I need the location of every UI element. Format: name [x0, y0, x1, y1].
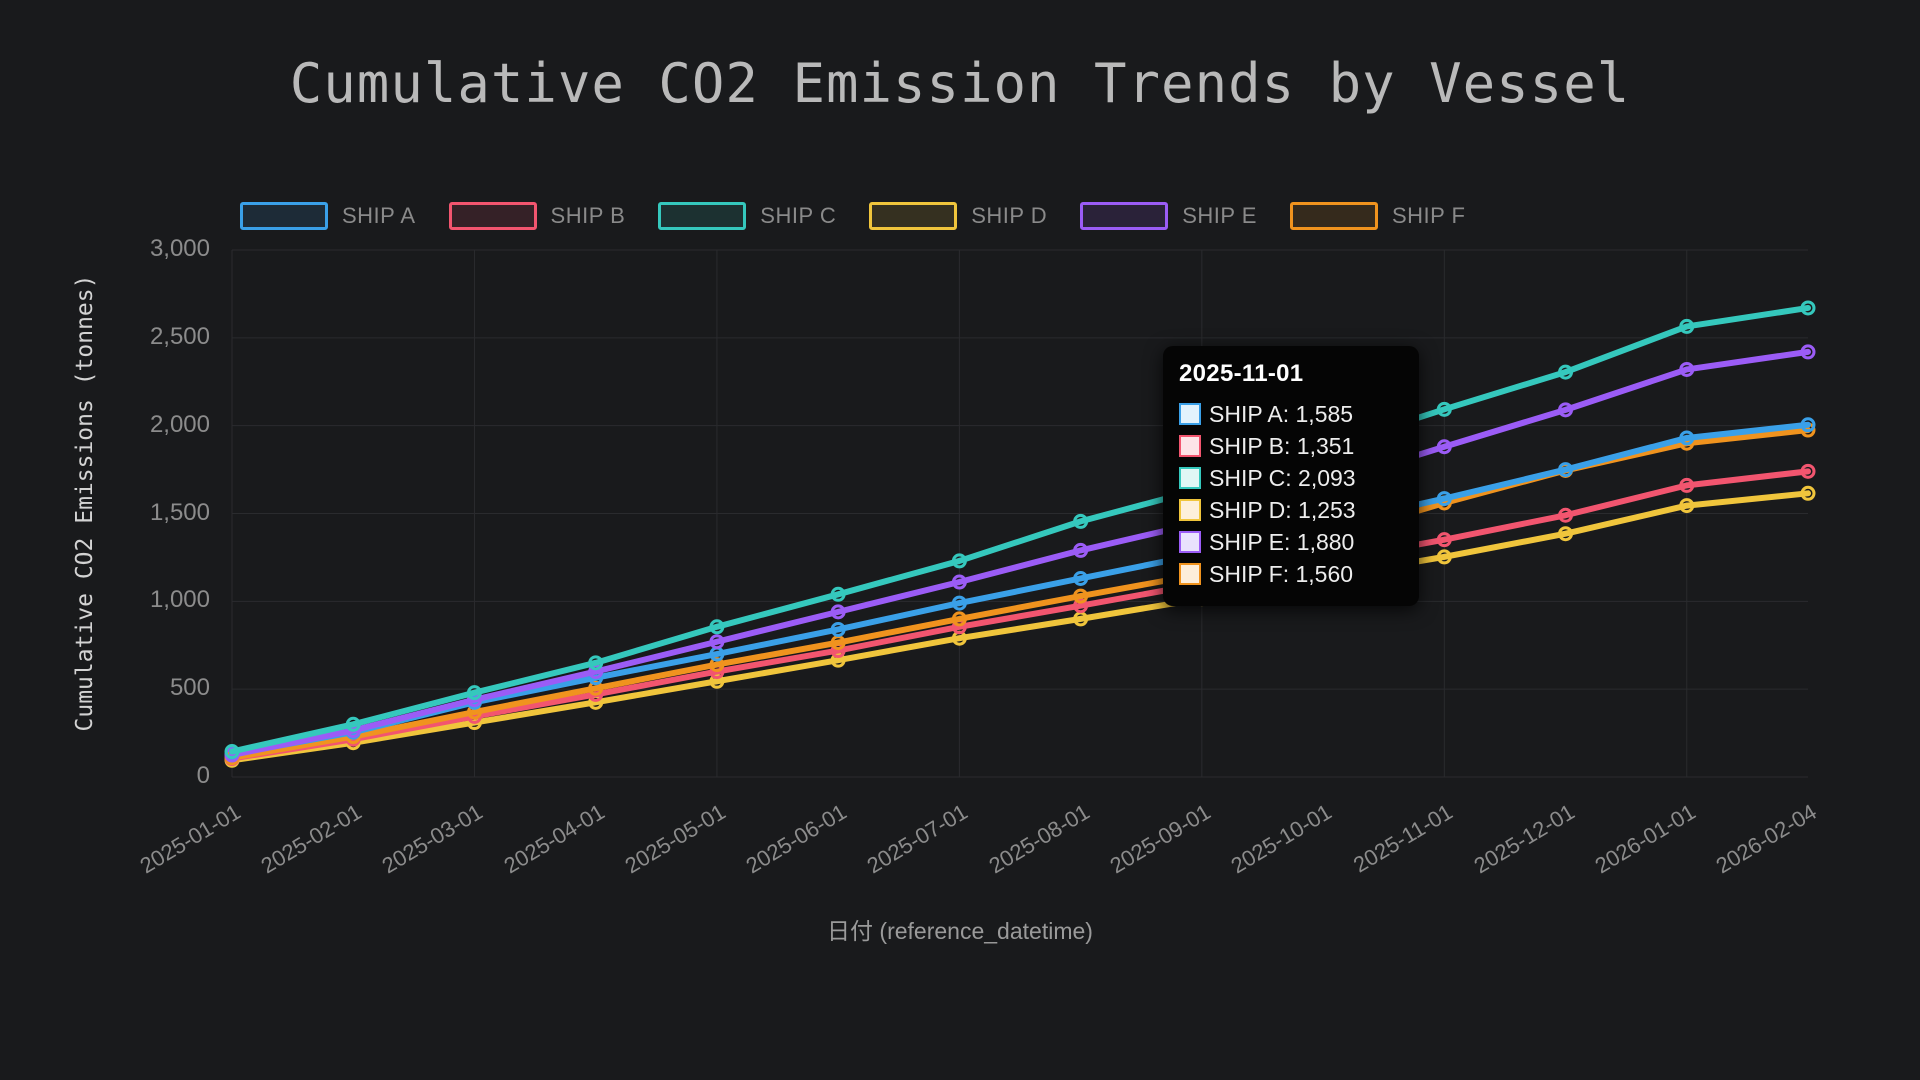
legend-item-label: SHIP F [1391, 203, 1466, 228]
legend-item-label: SHIP E [1182, 203, 1257, 228]
tooltip-swatch-icon [1179, 403, 1201, 425]
legend-item-ship-a[interactable]: SHIP A [240, 202, 416, 230]
data-point-marker[interactable] [1558, 507, 1574, 523]
data-point-marker[interactable] [466, 685, 482, 701]
legend-item-label: SHIP C [760, 203, 837, 228]
data-point-marker[interactable] [1436, 549, 1452, 565]
tooltip-row: SHIP E: 1,880 [1179, 526, 1403, 558]
series-ship-f [224, 422, 1816, 766]
tooltip-rows: SHIP A: 1,585 SHIP B: 1,351 SHIP C: 2,093 S… [1179, 398, 1403, 590]
legend-item-label: SHIP B [550, 203, 626, 228]
legend-item-ship-e[interactable]: SHIP E [1080, 202, 1257, 230]
data-point-marker[interactable] [1800, 300, 1816, 316]
data-point-marker[interactable] [1558, 364, 1574, 380]
data-point-marker[interactable] [1073, 513, 1089, 529]
tooltip-row-label: SHIP E: 1,880 [1209, 528, 1355, 555]
data-point-marker[interactable] [830, 586, 846, 602]
tooltip-row: SHIP F: 1,560 [1179, 558, 1403, 590]
grid-lines [231, 249, 1808, 778]
data-point-marker[interactable] [709, 673, 725, 689]
data-point-marker[interactable] [1679, 477, 1695, 493]
y-tick-label: 0 [196, 762, 210, 789]
legend-item-ship-f[interactable]: SHIP F [1289, 202, 1466, 230]
data-point-marker[interactable] [1558, 462, 1574, 478]
data-point-marker[interactable] [951, 574, 967, 590]
y-tick-label: 1,500 [149, 498, 210, 526]
data-point-marker[interactable] [345, 716, 361, 732]
page-title: Cumulative CO2 Emission Trends by Vessel [289, 52, 1631, 115]
data-point-marker[interactable] [1436, 491, 1452, 507]
tooltip-row-label: SHIP D: 1,253 [1209, 496, 1356, 523]
tooltip-title: 2025-11-01 [1179, 360, 1304, 387]
data-point-marker[interactable] [224, 744, 240, 760]
data-point-marker[interactable] [1558, 526, 1574, 542]
data-point-marker[interactable] [1679, 430, 1695, 446]
data-point-marker[interactable] [1436, 401, 1452, 417]
tooltip-row-label: SHIP C: 2,093 [1209, 464, 1356, 491]
tooltip-swatch-icon [1179, 467, 1201, 489]
y-tick-label: 1,000 [149, 586, 210, 614]
data-point-marker[interactable] [1073, 588, 1089, 604]
y-tick-label: 3,000 [149, 235, 210, 262]
data-point-marker[interactable] [1679, 498, 1695, 514]
data-point-marker[interactable] [1800, 463, 1816, 479]
data-point-marker[interactable] [709, 634, 725, 650]
legend-item-label: SHIP D [971, 203, 1048, 228]
data-point-marker[interactable] [951, 611, 967, 627]
plot-area [224, 249, 1816, 778]
tooltip-swatch-icon [1179, 499, 1201, 521]
data-point-marker[interactable] [1436, 439, 1452, 455]
legend-swatch-icon [658, 202, 747, 230]
data-point-marker[interactable] [951, 553, 967, 569]
legend-item-ship-b[interactable]: SHIP B [448, 202, 626, 230]
tooltip-row-label: SHIP F: 1,560 [1209, 560, 1354, 587]
data-point-marker[interactable] [1800, 485, 1816, 501]
series-ship-d [224, 485, 1816, 768]
tooltip-row: SHIP B: 1,351 [1179, 430, 1403, 462]
data-point-marker[interactable] [1558, 402, 1574, 418]
data-point-marker[interactable] [1679, 361, 1695, 377]
chart-legend: SHIP A SHIP B SHIP C SHIP D SHIP E SHIP F [240, 202, 1498, 230]
tooltip-row: SHIP D: 1,253 [1179, 494, 1403, 526]
legend-swatch-icon [1289, 202, 1378, 230]
tooltip-swatch-icon [1179, 531, 1201, 553]
data-point-marker[interactable] [709, 619, 725, 635]
legend-item-label: SHIP A [342, 203, 416, 228]
tooltip-row-label: SHIP A: 1,585 [1209, 400, 1354, 427]
data-point-marker[interactable] [1800, 417, 1816, 433]
legend-swatch-icon [1080, 202, 1169, 230]
legend-item-ship-d[interactable]: SHIP D [869, 202, 1047, 230]
series-ship-b [224, 463, 1816, 767]
data-point-marker[interactable] [830, 652, 846, 668]
data-point-marker[interactable] [1800, 344, 1816, 360]
legend-item-ship-c[interactable]: SHIP C [658, 202, 836, 230]
data-point-marker[interactable] [1073, 598, 1089, 614]
tooltip-swatch-icon [1179, 563, 1201, 585]
data-point-marker[interactable] [1073, 542, 1089, 558]
y-tick-label: 2,000 [149, 410, 210, 438]
y-tick-label: 2,500 [149, 322, 210, 350]
data-point-marker[interactable] [1436, 532, 1452, 548]
legend-swatch-icon [240, 202, 328, 230]
tooltip-row: SHIP C: 2,093 [1179, 462, 1403, 494]
data-point-marker[interactable] [830, 621, 846, 637]
data-point-marker[interactable] [588, 655, 604, 671]
x-axis-title: 日付 (reference_datetime) [827, 918, 1093, 944]
tooltip-row-label: SHIP B: 1,351 [1209, 432, 1355, 459]
data-point-marker[interactable] [830, 604, 846, 620]
tooltip-row: SHIP A: 1,585 [1179, 398, 1403, 430]
y-axis-tick-labels: 3,000 2,500 2,000 1,500 1,000 500 0 [0, 0, 212, 1080]
series-lines [224, 300, 1816, 768]
data-point-marker[interactable] [951, 595, 967, 611]
series-ship-a [224, 417, 1816, 762]
legend-swatch-icon [869, 202, 958, 230]
hover-tooltip: 2025-11-01 SHIP A: 1,585 SHIP B: 1,351 SHI… [1163, 346, 1419, 606]
data-point-marker[interactable] [1073, 570, 1089, 586]
series-ship-e [224, 344, 1816, 763]
y-tick-label: 500 [169, 674, 210, 702]
data-point-marker[interactable] [1679, 318, 1695, 334]
tooltip-swatch-icon [1179, 435, 1201, 457]
legend-swatch-icon [448, 202, 537, 230]
